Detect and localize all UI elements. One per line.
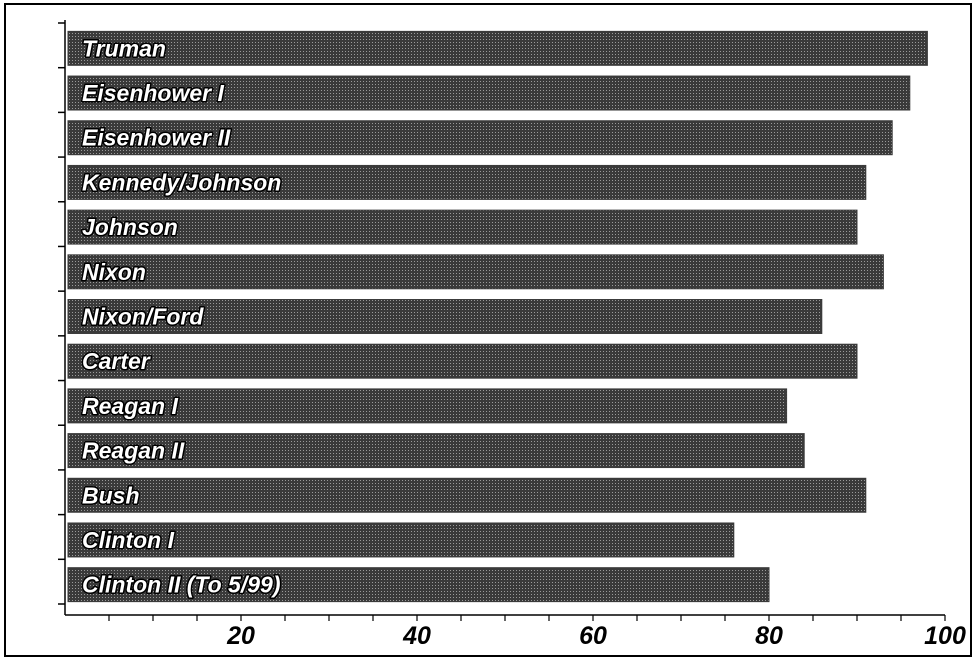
bar-category-label: Carter xyxy=(82,348,151,374)
bar xyxy=(67,343,858,379)
bar xyxy=(67,164,867,200)
x-tick-label: 60 xyxy=(579,622,607,650)
bar-category-label: Reagan I xyxy=(82,393,178,419)
bar-category-label: Johnson xyxy=(82,214,178,240)
bar xyxy=(67,567,770,603)
bar xyxy=(67,522,735,558)
bar xyxy=(67,388,788,424)
bar-category-label: Clinton II (To 5/99) xyxy=(82,572,280,598)
bar xyxy=(67,209,858,245)
bar-category-label: Nixon xyxy=(82,259,146,285)
bar-category-label: Reagan II xyxy=(82,438,185,464)
bar-labels-layer: Truman Eisenhower I Eisenhower II Kennedy/J… xyxy=(81,34,283,599)
bar-category-label: Eisenhower II xyxy=(82,125,231,151)
bar xyxy=(67,433,805,469)
bar xyxy=(67,30,928,66)
bar xyxy=(67,477,867,513)
x-tick-label: 40 xyxy=(402,622,431,650)
bar xyxy=(67,120,893,156)
bars-layer xyxy=(67,30,928,603)
bar-category-label: Bush xyxy=(82,482,140,508)
x-tick-label: 80 xyxy=(755,622,783,650)
y-ticks-layer xyxy=(58,22,65,605)
bar xyxy=(67,75,911,111)
bar xyxy=(67,299,823,334)
x-tick-label: 20 xyxy=(226,622,255,650)
bar xyxy=(67,254,884,290)
x-tick-label: 100 xyxy=(924,622,966,650)
bar-category-label: Clinton I xyxy=(82,527,175,553)
bar-category-label: Eisenhower I xyxy=(82,80,224,106)
x-ticks-layer: 20 40 60 80 100 xyxy=(108,615,966,650)
bar-category-label: Nixon/Ford xyxy=(82,304,204,330)
bar-category-label: Kennedy/Johnson xyxy=(82,169,281,195)
bar-category-label: Truman xyxy=(82,35,166,61)
